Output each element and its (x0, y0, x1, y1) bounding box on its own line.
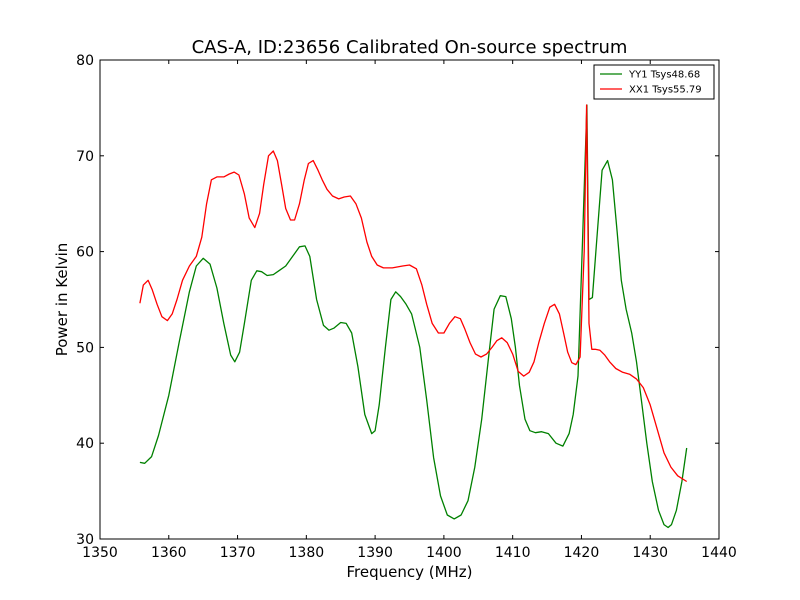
y-tick-label: 50 (76, 340, 94, 356)
y-tick-label: 80 (76, 53, 94, 69)
x-tick-label: 1350 (82, 545, 118, 561)
x-tick-label: 1380 (289, 545, 325, 561)
tick-layer: 1350 1360 1370 1380 1390 1400 1410 1420 1430 1440… (76, 53, 737, 561)
y-tick-label: 60 (76, 245, 94, 261)
x-tick-label: 1410 (495, 545, 531, 561)
series-line-1 (139, 104, 688, 529)
x-tick-label: 1370 (220, 545, 256, 561)
plot-frame (99, 59, 720, 540)
y-tick-label: 30 (76, 532, 94, 548)
x-axis-label: Frequency (MHz) (346, 563, 472, 581)
series-line-2 (139, 104, 688, 483)
legend-box (593, 64, 715, 100)
y-axis-label: Power in Kelvin (53, 243, 71, 357)
legend-label-2: XX1 Tsys55.79 (629, 85, 702, 96)
x-tick-label: 1420 (564, 545, 600, 561)
chart-title: CAS-A, ID:23656 Calibrated On-source spe… (192, 37, 628, 58)
x-tick-label: 1390 (357, 545, 393, 561)
y-tick-label: 40 (76, 436, 94, 452)
x-tick-label: 1440 (701, 545, 737, 561)
legend-items: YY1 Tsys48.68 XX1 Tsys55.79 (600, 70, 702, 96)
x-tick-label: 1360 (151, 545, 187, 561)
legend-label-1: YY1 Tsys48.68 (628, 70, 700, 81)
legend: YY1 Tsys48.68 XX1 Tsys55.79 (593, 64, 715, 100)
y-tick-label: 70 (76, 149, 94, 165)
series-layer (139, 104, 688, 529)
plot-area: 1350 1360 1370 1380 1390 1400 1410 1420 1430 1440… (76, 53, 737, 561)
x-tick-label: 1430 (632, 545, 668, 561)
x-tick-label: 1400 (426, 545, 462, 561)
